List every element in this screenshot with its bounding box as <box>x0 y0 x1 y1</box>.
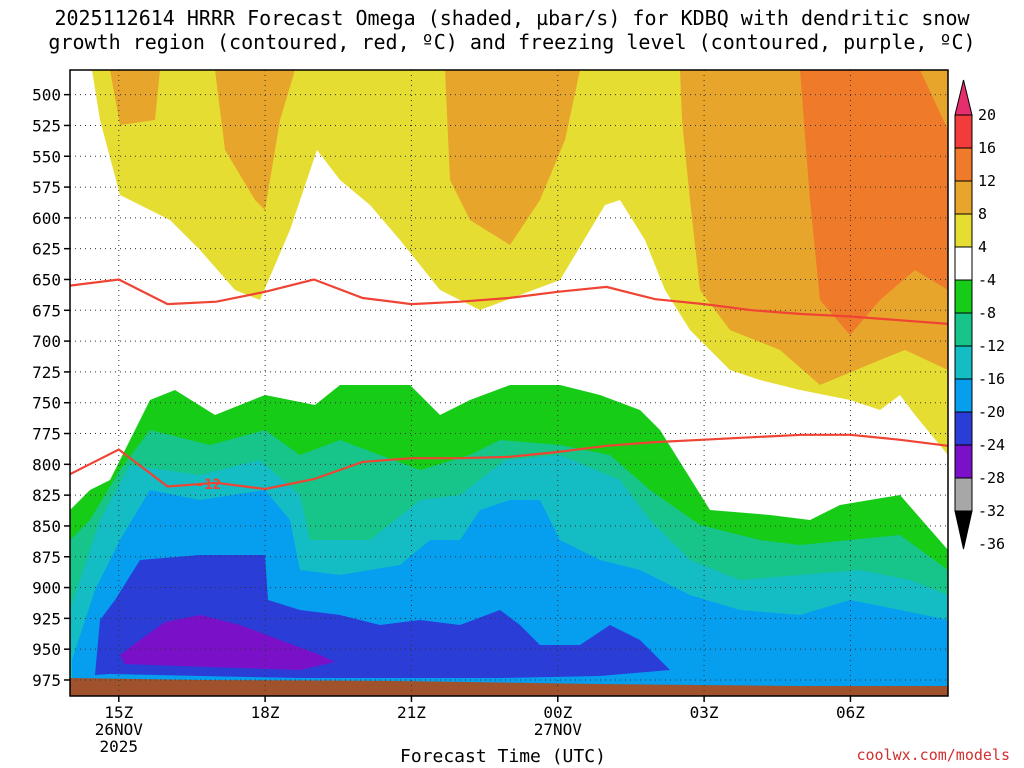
colorbar-label: -24 <box>978 436 1005 454</box>
contour-line <box>69 433 949 491</box>
y-tick-label: 850 <box>32 517 61 536</box>
colorbar-box <box>954 147 973 182</box>
colorbar-box <box>954 312 973 347</box>
colorbar: 20 16 12 8 4 -4 -8 -12 -16 -20 -24 -28 -32 -36 <box>954 79 1005 553</box>
omega-region-purple <box>120 615 335 670</box>
surface-terrain <box>70 678 948 696</box>
y-tick-label: 650 <box>32 270 61 289</box>
contour-label: -12 <box>196 477 221 493</box>
x-tick-label: 06Z <box>836 703 865 722</box>
colorbar-label: -4 <box>978 271 996 289</box>
x-tick-label: 15Z <box>104 703 133 722</box>
colorbar-label: -20 <box>978 403 1005 421</box>
colorbar-box <box>954 246 973 281</box>
y-tick-label: 675 <box>32 301 61 320</box>
y-tick-label: 625 <box>32 240 61 259</box>
colorbar-label: -28 <box>978 469 1005 487</box>
y-tick-label: 750 <box>32 394 61 413</box>
omega-field <box>70 70 948 696</box>
x-tick-label: 27NOV <box>534 720 583 739</box>
plot-frame <box>69 69 949 697</box>
colorbar-label: 12 <box>978 172 996 190</box>
colorbar-label: -12 <box>978 337 1005 355</box>
colorbar-label: -8 <box>978 304 996 322</box>
chart-title-line1: 2025112614 HRRR Forecast Omega (shaded, … <box>54 6 970 30</box>
y-tick-label: 575 <box>32 178 61 197</box>
x-tick-label: 2025 <box>100 737 139 756</box>
colorbar-box <box>954 345 973 380</box>
colorbar-label: -36 <box>978 535 1005 553</box>
x-tick-label: 18Z <box>251 703 280 722</box>
colorbar-label: 4 <box>978 238 987 256</box>
x-tick-label: 26NOV <box>95 720 144 739</box>
x-tick-label: 21Z <box>397 703 426 722</box>
colorbar-box <box>954 378 973 413</box>
colorbar-box <box>954 213 973 248</box>
colorbar-bottom-arrow <box>954 510 973 550</box>
temperature-contours: -12 <box>69 278 949 493</box>
y-axis-ticks: 500 525 550 575 600 625 650 675 700 725 750 775 800 8… <box>32 86 70 690</box>
x-tick-label: 03Z <box>690 703 719 722</box>
omega-region-darkorange <box>800 70 948 335</box>
y-tick-label: 975 <box>32 671 61 690</box>
y-tick-label: 825 <box>32 486 61 505</box>
colorbar-label: -32 <box>978 502 1005 520</box>
y-tick-label: 500 <box>32 86 61 105</box>
credit-link[interactable]: coolwx.com/models <box>856 746 1010 764</box>
y-tick-label: 725 <box>32 363 61 382</box>
y-tick-label: 875 <box>32 548 61 567</box>
colorbar-box <box>954 180 973 215</box>
contour-line <box>69 278 949 325</box>
colorbar-label: 20 <box>978 106 996 124</box>
chart-title: 2025112614 HRRR Forecast Omega (shaded, … <box>0 6 1024 54</box>
omega-region-orange-3 <box>445 70 580 245</box>
colorbar-box <box>954 444 973 479</box>
y-tick-label: 800 <box>32 455 61 474</box>
x-axis-label: Forecast Time (UTC) <box>400 746 606 767</box>
colorbar-box <box>954 477 973 512</box>
y-tick-label: 925 <box>32 609 61 628</box>
y-tick-label: 600 <box>32 209 61 228</box>
y-tick-label: 550 <box>32 147 61 166</box>
x-tick-label: 00Z <box>543 703 572 722</box>
colorbar-box <box>954 279 973 314</box>
colorbar-top-arrow <box>954 79 973 116</box>
chart-title-line2: growth region (contoured, red, ºC) and f… <box>48 30 976 54</box>
omega-region-orange-2 <box>215 70 295 210</box>
colorbar-box <box>954 114 973 149</box>
y-tick-label: 900 <box>32 579 61 598</box>
colorbar-label: 8 <box>978 205 987 223</box>
y-tick-label: 775 <box>32 425 61 444</box>
omega-region-orange-1 <box>110 70 160 125</box>
y-tick-label: 525 <box>32 116 61 135</box>
colorbar-label: 16 <box>978 139 996 157</box>
y-tick-label: 950 <box>32 640 61 659</box>
colorbar-box <box>954 411 973 446</box>
colorbar-label: -16 <box>978 370 1005 388</box>
y-tick-label: 700 <box>32 332 61 351</box>
